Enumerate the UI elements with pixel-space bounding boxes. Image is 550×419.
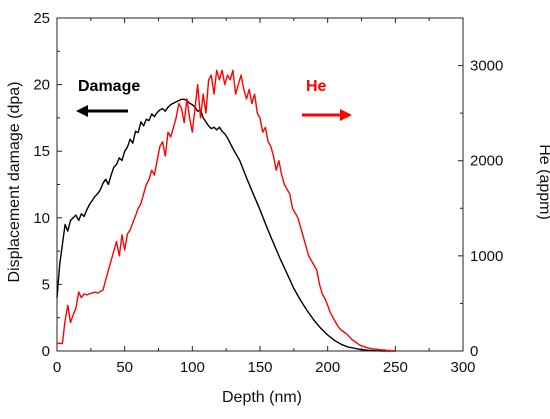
y-left-tick-label: 20 — [33, 77, 50, 94]
x-axis-title: Depth (nm) — [222, 389, 302, 406]
y-right-tick-label: 1000 — [470, 248, 503, 265]
y-right-tick-label: 3000 — [470, 58, 503, 75]
y-left-tick-label: 5 — [42, 276, 50, 293]
y-right-tick-label: 0 — [470, 343, 478, 360]
x-tick-label: 50 — [116, 359, 133, 376]
x-tick-label: 150 — [247, 359, 272, 376]
plot-frame — [56, 17, 464, 352]
y-left-tick-label: 10 — [33, 210, 50, 227]
x-tick-label: 0 — [53, 359, 61, 376]
series-line-damage — [56, 98, 396, 352]
x-tick-label: 100 — [180, 359, 205, 376]
y-right-tick-label: 2000 — [470, 153, 503, 170]
y-axis-right-title: He (appm) — [536, 144, 550, 220]
damage-arrow-left-icon — [76, 105, 128, 117]
he-arrow-right-icon — [302, 109, 352, 121]
y-left-tick-label: 25 — [33, 10, 50, 27]
plot-area-border — [56, 17, 464, 352]
y-left-tick-label: 15 — [33, 143, 50, 160]
x-tick-label: 250 — [383, 359, 408, 376]
he-annotation-label: He — [306, 78, 327, 95]
series-layer — [56, 69, 396, 352]
ticks-layer: 0 50 100 150 200 250 3000510152025010002000300… — [33, 10, 503, 376]
labels-layer: Depth (nm) Displacement damage (dpa) He … — [6, 78, 550, 406]
y-axis-left-title: Displacement damage (dpa) — [6, 82, 23, 283]
y-left-tick-label: 0 — [42, 343, 50, 360]
series-line-he — [57, 69, 396, 352]
x-tick-label: 300 — [450, 359, 475, 376]
x-tick-label: 200 — [315, 359, 340, 376]
damage-annotation-label: Damage — [78, 78, 140, 95]
